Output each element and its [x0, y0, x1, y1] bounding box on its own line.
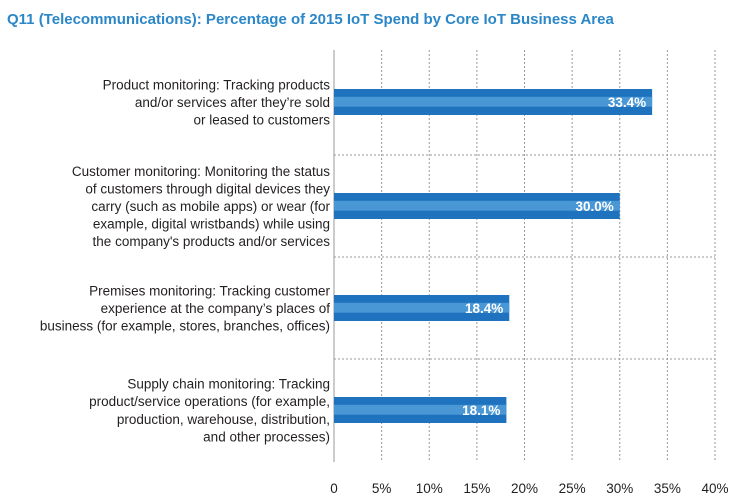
- category-labels: Product monitoring: Tracking products and…: [40, 77, 331, 444]
- bar-value-label: 30.0%: [575, 199, 613, 214]
- bar-group: 30.0%: [334, 193, 620, 219]
- x-tick-label: 10%: [416, 481, 443, 496]
- bar-group: 33.4%: [334, 89, 653, 115]
- category-separators: [334, 154, 715, 360]
- bar-highlight: [334, 96, 653, 107]
- category-label-line: Supply chain monitoring: Tracking: [127, 377, 330, 392]
- x-tick-label: 20%: [511, 481, 538, 496]
- category-label-line: Product monitoring: Tracking products: [103, 77, 331, 92]
- category-label-line: the company's products and/or services: [93, 234, 331, 249]
- x-tick-label: 40%: [701, 481, 728, 496]
- category-label-line: and other processes): [203, 429, 330, 444]
- bar-highlight: [334, 200, 620, 211]
- chart-title: Q11 (Telecommunications): Percentage of …: [7, 11, 614, 28]
- category-label-line: production, warehouse, distribution,: [117, 412, 330, 427]
- category-label-line: product/service operations (for example,: [89, 394, 330, 409]
- x-tick-label: 25%: [559, 481, 586, 496]
- category-label-line: of customers through digital devices the…: [85, 181, 330, 196]
- category-label: Product monitoring: Tracking products and…: [103, 77, 331, 127]
- x-tick-label: 0: [330, 481, 338, 496]
- x-tick-label: 15%: [463, 481, 490, 496]
- x-tick-label: 35%: [654, 481, 681, 496]
- category-label-line: and/or services after they’re sold: [135, 95, 330, 110]
- category-label-line: example, digital wristbands) while using: [93, 217, 330, 232]
- bar-highlight: [334, 302, 510, 313]
- category-label: Premises monitoring: Tracking customer ex…: [40, 283, 331, 333]
- category-label-line: business (for example, stores, branches,…: [40, 319, 330, 334]
- bars: 33.4% 30.0% 18.4% 18.1%: [334, 89, 653, 423]
- category-label: Supply chain monitoring: Tracking product…: [89, 377, 330, 445]
- bar-group: 18.4%: [334, 295, 510, 321]
- bar-highlight: [334, 404, 507, 415]
- category-label-line: experience at the company’s places of: [101, 301, 331, 316]
- category-label-line: carry (such as mobile apps) or wear (for: [91, 199, 330, 214]
- category-label-line: Premises monitoring: Tracking customer: [89, 283, 330, 298]
- grid: [333, 50, 716, 462]
- x-tick-label: 5%: [372, 481, 392, 496]
- bar-value-label: 18.4%: [465, 301, 503, 316]
- x-tick-label: 30%: [606, 481, 633, 496]
- category-label-line: or leased to customers: [193, 113, 330, 128]
- bar-value-label: 33.4%: [608, 95, 646, 110]
- category-label: Customer monitoring: Monitoring the stat…: [72, 164, 331, 249]
- x-axis-ticks: 0 5% 10% 15% 20% 25% 30% 35% 40%: [330, 481, 728, 496]
- bar-value-label: 18.1%: [462, 403, 500, 418]
- bar-group: 18.1%: [334, 397, 507, 423]
- category-label-line: Customer monitoring: Monitoring the stat…: [72, 164, 330, 179]
